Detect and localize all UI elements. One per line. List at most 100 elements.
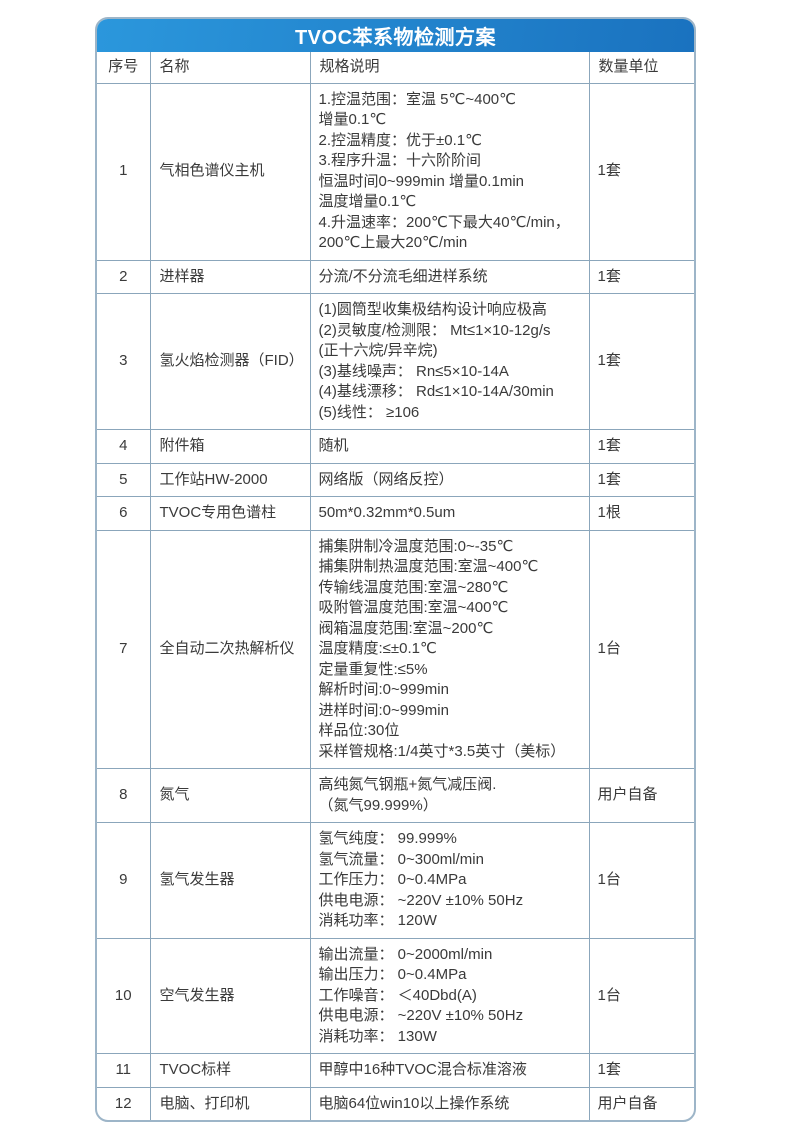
item-spec: 分流/不分流毛细进样系统 [309, 259, 590, 294]
item-spec: 50m*0.32mm*0.5um [309, 496, 590, 531]
spec-line: 温度增量0.1℃ [318, 193, 417, 210]
item-spec: 高纯氮气钢瓶+氮气减压阀. （氮气99.999%） [309, 768, 590, 823]
table-row: 2 进样器 分流/不分流毛细进样系统 1套 [97, 259, 694, 294]
spec-line: 供电电源： ~220V ±10% 50Hz [318, 1007, 524, 1024]
item-qty: 1套 [588, 293, 694, 430]
item-qty: 1套 [588, 429, 694, 464]
table-body: 1 气相色谱仪主机 1.控温范围：室温 5℃~400℃ 增量0.1℃ 2.控温精度：… [97, 82, 694, 1120]
spec-line: 温度精度:≤±0.1℃ [318, 640, 437, 657]
row-serial: 5 [97, 462, 151, 497]
item-spec: 电脑64位win10以上操作系统 [309, 1086, 590, 1120]
spec-line: 甲醇中16种TVOC混合标准溶液 [318, 1061, 527, 1078]
spec-line: 工作压力： 0~0.4MPa [318, 871, 467, 888]
table-row: 3 氢火焰检测器（FID） (1)圆筒型收集极结构设计响应极高 (2)灵敏度/检测… [97, 293, 694, 430]
spec-line: 传输线温度范围:室温~280℃ [318, 578, 509, 596]
row-serial: 3 [97, 293, 151, 430]
item-name: 气相色谱仪主机 [149, 82, 311, 261]
spec-line: 分流/不分流毛细进样系统 [318, 267, 488, 285]
row-serial: 4 [97, 429, 151, 464]
item-spec: (1)圆筒型收集极结构设计响应极高 (2)灵敏度/检测限： Mt≤1×10-12g… [309, 293, 590, 430]
item-qty: 1台 [588, 529, 694, 769]
table-row: 12 电脑、打印机 电脑64位win10以上操作系统 用户自备 [97, 1086, 694, 1120]
item-spec: 捕集阱制冷温度范围:0~-35℃ 捕集阱制热温度范围:室温~400℃ 传输线温度范围… [309, 529, 590, 769]
spec-line: 1.控温范围：室温 5℃~400℃ [318, 90, 517, 108]
spec-line: 增量0.1℃ [318, 111, 387, 128]
table-row: 11 TVOC标样 甲醇中16种TVOC混合标准溶液 1套 [97, 1053, 694, 1088]
col-header-spec: 规格说明 [309, 52, 590, 84]
spec-line: 输出压力： 0~0.4MPa [318, 966, 467, 983]
row-serial: 11 [97, 1053, 151, 1088]
spec-table: 序号 名称 规格说明 数量单位 1 气相色谱仪主机 1.控温范围：室温 5℃~4… [97, 52, 694, 1120]
item-name: 氢火焰检测器（FID） [149, 293, 311, 430]
item-spec: 输出流量： 0~2000ml/min 输出压力： 0~0.4MPa 工作噪音： ＜4… [309, 937, 590, 1054]
spec-line: 定量重复性:≤5% [318, 660, 428, 678]
spec-line: 网络版（网络反控） [318, 470, 454, 488]
spec-line: (4)基线漂移： Rd≤1×10-14A/30min [318, 383, 554, 400]
item-spec: 氢气纯度： 99.999% 氢气流量： 0~300ml/min 工作压力： 0~0.… [309, 822, 590, 939]
item-qty: 1套 [588, 259, 694, 294]
spec-line: 消耗功率： 120W [318, 912, 437, 929]
row-serial: 2 [97, 259, 151, 294]
spec-line: 恒温时间0~999min 增量0.1min [318, 172, 525, 190]
item-name: 附件箱 [149, 429, 311, 464]
item-name: 全自动二次热解析仪 [149, 529, 311, 769]
spec-line: 工作噪音： ＜40Dbd(A) [318, 986, 477, 1004]
table-row: 8 氮气 高纯氮气钢瓶+氮气减压阀. （氮气99.999%） 用户自备 [97, 768, 694, 823]
spec-line: 4.升温速率：200℃下最大40℃/min， [318, 213, 570, 231]
spec-line: 2.控温精度：优于±0.1℃ [318, 131, 482, 149]
spec-line: 3.程序升温：十六阶阶间 [318, 152, 482, 169]
item-name: TVOC专用色谱柱 [149, 496, 311, 531]
spec-line: (正十六烷/异辛烷) [318, 342, 438, 359]
table-header-row: 序号 名称 规格说明 数量单位 [97, 52, 694, 84]
item-qty: 用户自备 [588, 768, 694, 823]
row-serial: 10 [97, 937, 151, 1054]
row-serial: 12 [97, 1086, 151, 1120]
spec-line: 采样管规格:1/4英寸*3.5英寸（美标） [318, 742, 566, 760]
spec-line: 氢气纯度： 99.999% [318, 830, 457, 847]
item-name: 空气发生器 [149, 937, 311, 1054]
spec-line: 200℃上最大20℃/min [318, 234, 468, 251]
item-qty: 用户自备 [588, 1086, 694, 1120]
col-header-qty: 数量单位 [588, 52, 694, 84]
spec-line: 氢气流量： 0~300ml/min [318, 850, 484, 868]
item-spec: 1.控温范围：室温 5℃~400℃ 增量0.1℃ 2.控温精度：优于±0.1℃ 3.程… [309, 82, 590, 261]
spec-line: (1)圆筒型收集极结构设计响应极高 [318, 301, 547, 318]
table-row: 5 工作站HW-2000 网络版（网络反控） 1套 [97, 462, 694, 497]
item-name: 氢气发生器 [149, 822, 311, 939]
spec-line: 样品位:30位 [318, 722, 400, 739]
item-name: 工作站HW-2000 [149, 462, 311, 497]
col-header-serial: 序号 [97, 52, 151, 84]
table-row: 1 气相色谱仪主机 1.控温范围：室温 5℃~400℃ 增量0.1℃ 2.控温精度：… [97, 82, 694, 261]
spec-line: 阀箱温度范围:室温~200℃ [318, 619, 494, 637]
item-name: 氮气 [149, 768, 311, 823]
item-spec: 网络版（网络反控） [309, 462, 590, 497]
item-qty: 1根 [588, 496, 694, 531]
table-row: 7 全自动二次热解析仪 捕集阱制冷温度范围:0~-35℃ 捕集阱制热温度范围:室温… [97, 529, 694, 769]
item-spec: 甲醇中16种TVOC混合标准溶液 [309, 1053, 590, 1088]
row-serial: 9 [97, 822, 151, 939]
item-qty: 1套 [588, 462, 694, 497]
spec-line: (3)基线噪声： Rn≤5×10-14A [318, 362, 509, 380]
table-row: 4 附件箱 随机 1套 [97, 429, 694, 464]
title-bar: TVOC苯系物检测方案 [97, 19, 694, 52]
spec-line: (2)灵敏度/检测限： Mt≤1×10-12g/s [318, 321, 551, 339]
row-serial: 6 [97, 496, 151, 531]
item-qty: 1台 [588, 822, 694, 939]
item-name: 电脑、打印机 [149, 1086, 311, 1120]
spec-line: 输出流量： 0~2000ml/min [318, 945, 493, 963]
spec-line: 供电电源： ~220V ±10% 50Hz [318, 891, 524, 909]
spec-line: 电脑64位win10以上操作系统 [318, 1094, 510, 1112]
spec-line: 捕集阱制热温度范围:室温~400℃ [318, 558, 539, 575]
detection-plan-card: TVOC苯系物检测方案 序号 名称 规格说明 数量单位 1 气相色谱仪主机 1.… [95, 17, 696, 1122]
spec-line: （氮气99.999%） [318, 796, 438, 814]
item-qty: 1台 [588, 937, 694, 1054]
spec-line: 50m*0.32mm*0.5um [318, 504, 456, 521]
table-row: 9 氢气发生器 氢气纯度： 99.999% 氢气流量： 0~300ml/min 工作… [97, 822, 694, 939]
spec-line: 吸附管温度范围:室温~400℃ [318, 599, 509, 616]
spec-line: 随机 [318, 437, 349, 454]
spec-line: 进样时间:0~999min [318, 701, 449, 719]
item-name: TVOC标样 [149, 1053, 311, 1088]
item-qty: 1套 [588, 82, 694, 261]
spec-line: 消耗功率： 130W [318, 1027, 437, 1045]
item-spec: 随机 [309, 429, 590, 464]
